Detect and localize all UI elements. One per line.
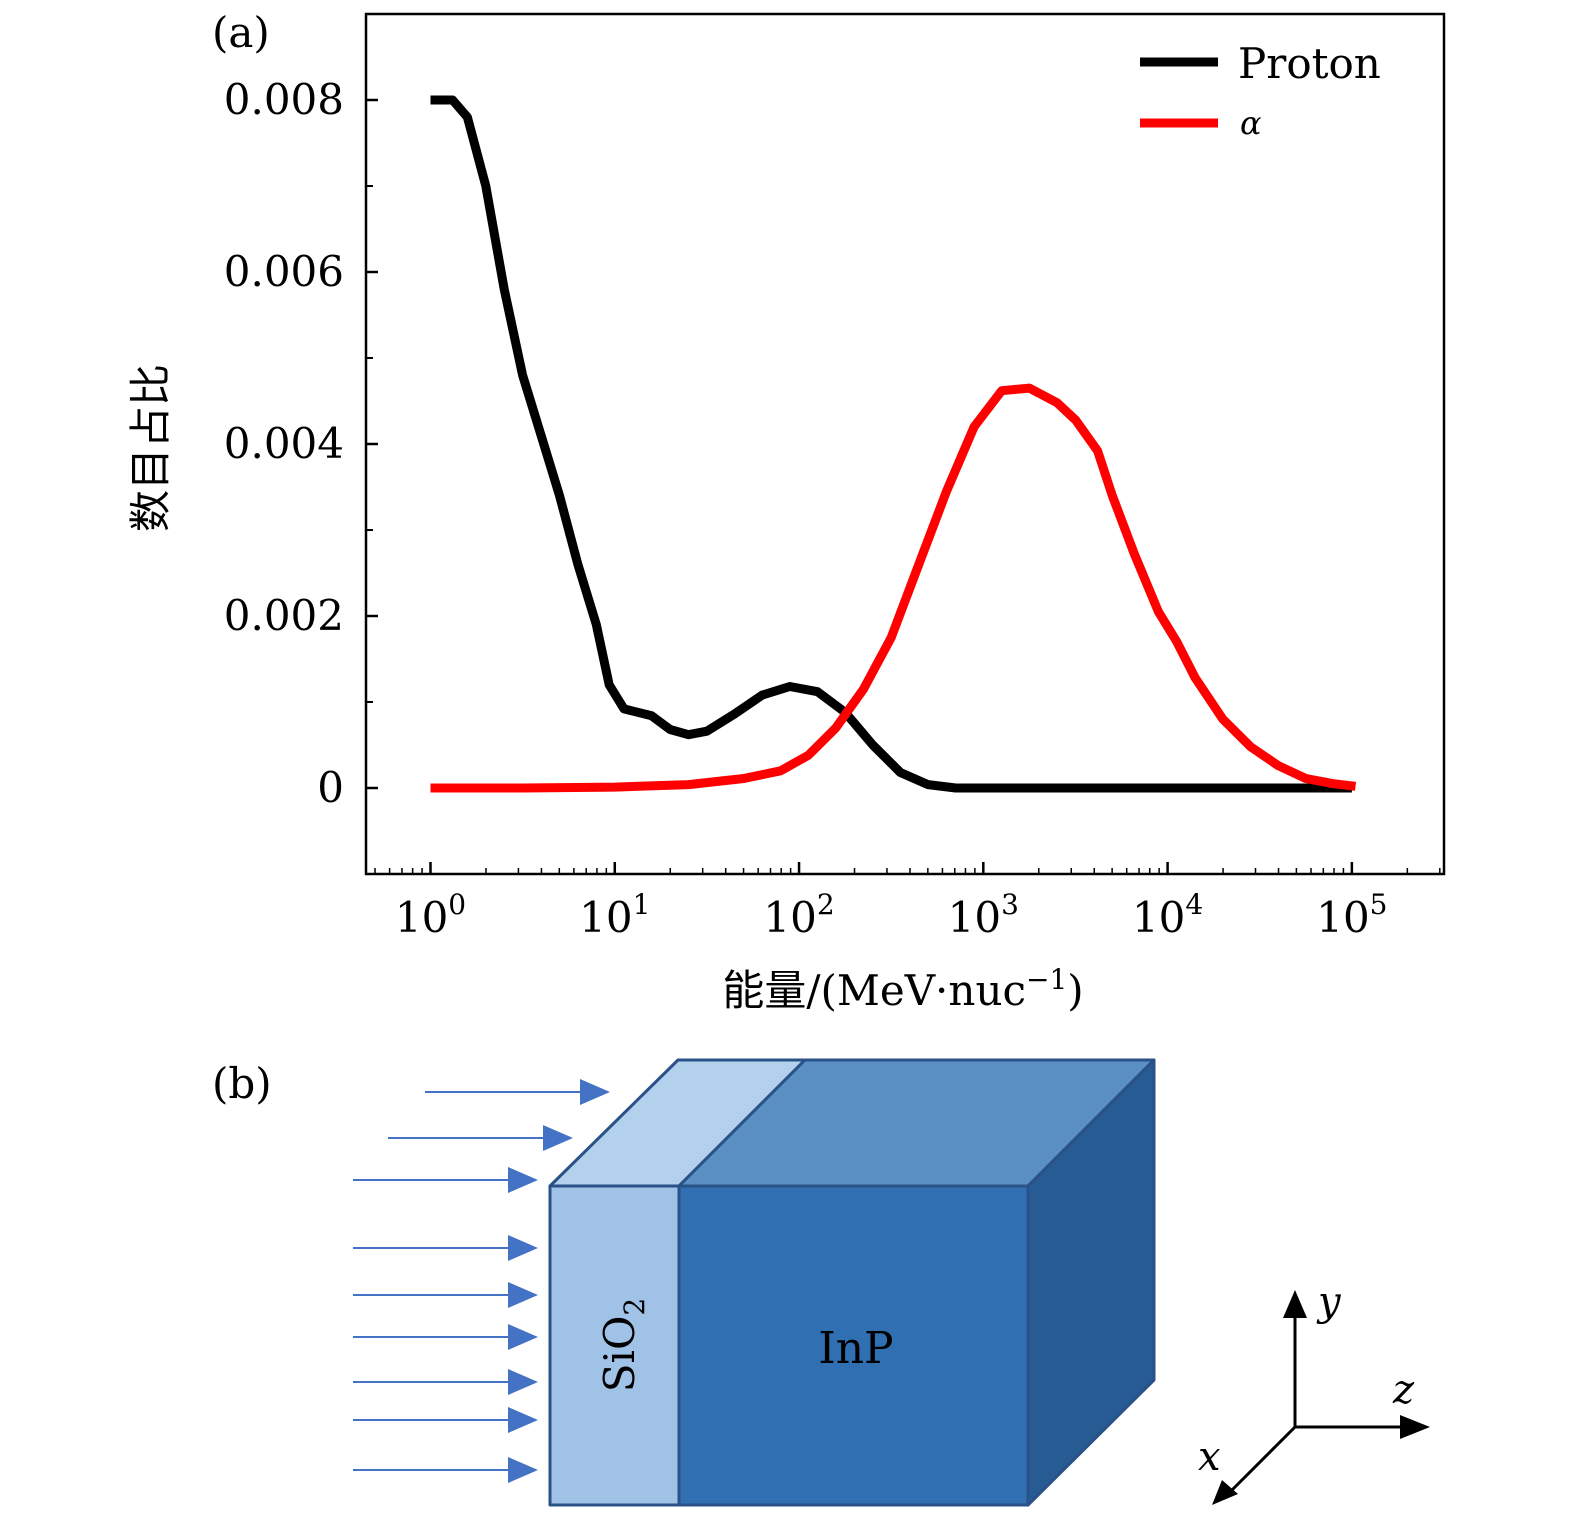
legend: Proton α bbox=[1140, 39, 1381, 142]
panel-a-label: (a) bbox=[212, 8, 270, 57]
axis-x-label: x bbox=[1198, 1434, 1221, 1480]
sio2-label: SiO2 bbox=[595, 1298, 651, 1392]
legend-label-proton: Proton bbox=[1238, 39, 1381, 88]
y-axis-ticks: 0 0.002 0.004 0.006 0.008 bbox=[224, 75, 378, 812]
x-axis-label: 能量/(MeV·nuc−1) bbox=[722, 963, 1083, 1015]
series-layer bbox=[430, 95, 1357, 793]
y-tick-label: 0.004 bbox=[224, 419, 344, 468]
y-tick-label: 0.008 bbox=[224, 75, 344, 124]
y-tick-label: 0.002 bbox=[224, 591, 344, 640]
axis-y-label: y bbox=[1316, 1279, 1342, 1325]
axis-z-label: z bbox=[1392, 1367, 1415, 1413]
coordinate-axes bbox=[1212, 1290, 1430, 1505]
incident-arrows bbox=[353, 1079, 610, 1483]
series-proton-line bbox=[430, 95, 1352, 793]
x-tick-label: 103 bbox=[948, 888, 1019, 942]
x-tick-label: 104 bbox=[1132, 888, 1203, 942]
y-axis-label: 数目占比 bbox=[126, 364, 175, 532]
panel-b-diagram: (b) SiO2 InP y z x bbox=[212, 1058, 1430, 1507]
x-axis-ticks: 100 101 102 103 104 105 bbox=[374, 862, 1441, 942]
x-tick-label: 102 bbox=[763, 888, 834, 942]
panel-b-label: (b) bbox=[212, 1059, 272, 1108]
x-tick-label: 100 bbox=[395, 888, 466, 942]
inp-layer-front bbox=[677, 1184, 1030, 1507]
x-tick-label: 105 bbox=[1316, 888, 1387, 942]
plot-frame bbox=[364, 12, 1446, 876]
legend-label-alpha: α bbox=[1240, 104, 1262, 142]
layer-block bbox=[548, 1058, 1156, 1507]
y-tick-label: 0 bbox=[317, 763, 344, 812]
x-tick-label: 101 bbox=[579, 888, 650, 942]
y-tick-label: 0.006 bbox=[224, 247, 344, 296]
series-alpha-line bbox=[430, 383, 1357, 793]
sio2-layer-front bbox=[548, 1184, 681, 1507]
inp-label: InP bbox=[818, 1323, 893, 1374]
